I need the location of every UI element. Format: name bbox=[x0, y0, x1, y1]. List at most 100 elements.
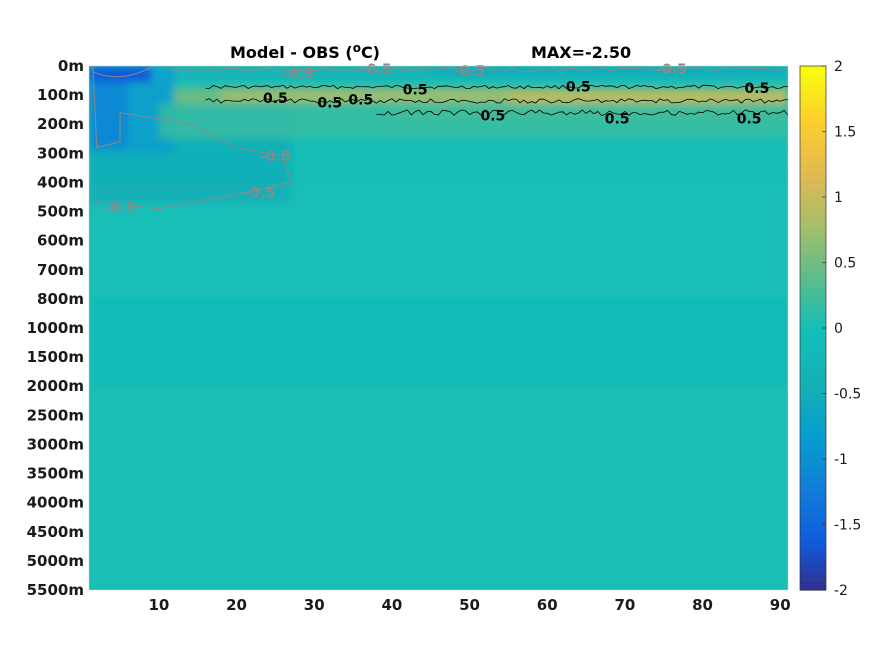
colorbar-segment bbox=[800, 336, 826, 345]
contour-label: 0.5 bbox=[480, 108, 505, 124]
colorbar-segment bbox=[800, 401, 826, 411]
chart-max-label: MAX=-2.50 bbox=[531, 43, 631, 62]
colorbar-segment bbox=[800, 123, 826, 133]
colorbar-segment bbox=[800, 98, 826, 108]
colorbar-segment bbox=[800, 549, 826, 558]
colorbar-segment bbox=[800, 188, 826, 198]
colorbar-segment bbox=[800, 483, 826, 493]
colorbar-segment bbox=[800, 278, 826, 288]
colorbar-segment bbox=[800, 237, 826, 247]
colorbar-segment bbox=[800, 197, 826, 206]
contour-label: 0.5 bbox=[348, 92, 373, 108]
colorbar-segment bbox=[800, 426, 826, 436]
contour-label: -0.5 bbox=[260, 149, 291, 165]
chart-title: Model - OBS (oC) bbox=[230, 41, 380, 62]
colorbar-segment bbox=[800, 254, 826, 264]
colorbar-segment bbox=[800, 90, 826, 100]
colorbar-segment bbox=[800, 172, 826, 182]
contour-label: 0.5 bbox=[263, 91, 288, 107]
y-tick-label: 500m bbox=[37, 203, 84, 221]
contour-label: 0.5 bbox=[403, 82, 428, 98]
y-tick-label: 100m bbox=[37, 86, 84, 104]
colorbar-segment bbox=[800, 147, 826, 157]
colorbar-tick-label: 1.5 bbox=[834, 125, 856, 141]
contour-label: 0.5 bbox=[605, 111, 630, 127]
colorbar-tick-label: 0 bbox=[834, 321, 843, 337]
x-tick-label: 20 bbox=[226, 596, 247, 614]
y-tick-label: 700m bbox=[37, 261, 84, 279]
y-tick-label: 5500m bbox=[27, 581, 84, 599]
colorbar-segment bbox=[800, 467, 826, 476]
y-tick-label: 400m bbox=[37, 173, 84, 191]
x-tick-label: 50 bbox=[459, 596, 480, 614]
y-tick-label: 600m bbox=[37, 232, 84, 250]
colorbar-segment bbox=[800, 131, 826, 141]
contour-label: -0.5 bbox=[283, 66, 314, 82]
colorbar-tick-label: -1.5 bbox=[834, 518, 861, 534]
colorbar-segment bbox=[800, 328, 826, 337]
colorbar-tick-label: 2 bbox=[834, 59, 843, 75]
y-tick-label: 300m bbox=[37, 144, 84, 162]
plot-area bbox=[89, 66, 788, 590]
colorbar-segment bbox=[800, 180, 826, 190]
colorbar-segment bbox=[800, 434, 826, 444]
colorbar-segment bbox=[800, 385, 826, 395]
colorbar-segment bbox=[800, 557, 826, 567]
colorbar-segment bbox=[800, 532, 826, 542]
colorbar-segment bbox=[800, 499, 826, 509]
colorbar-tick-label: -2 bbox=[834, 583, 848, 599]
y-tick-label: 2500m bbox=[27, 406, 84, 424]
y-tick-label: 1500m bbox=[27, 348, 84, 366]
colorbar-segment bbox=[800, 229, 826, 239]
colorbar-segment bbox=[800, 409, 826, 419]
colorbar-segment bbox=[800, 516, 826, 526]
colorbar-segment bbox=[800, 106, 826, 116]
y-tick-label: 3000m bbox=[27, 435, 84, 453]
contour-lines bbox=[92, 66, 788, 210]
colorbar-segment bbox=[800, 508, 826, 517]
colorbar-segment bbox=[800, 475, 826, 485]
colorbar-segment bbox=[800, 311, 826, 321]
colorbar-segment bbox=[800, 524, 826, 534]
colorbar-segment bbox=[800, 344, 826, 354]
colorbar-segment bbox=[800, 377, 826, 386]
colorbar-segment bbox=[800, 74, 826, 83]
y-tick-label: 0m bbox=[58, 57, 84, 75]
colorbar-tick-label: 1 bbox=[834, 190, 843, 206]
colorbar: 2 1.5 1 0.5 0 -0.5 -1 -1.5 -2 bbox=[799, 59, 861, 599]
colorbar-segment bbox=[800, 491, 826, 501]
colorbar-segment bbox=[800, 246, 826, 255]
contour-label: 0.5 bbox=[737, 111, 762, 127]
x-tick-label: 90 bbox=[770, 596, 791, 614]
y-tick-label: 4000m bbox=[27, 494, 84, 512]
colorbar-segment bbox=[800, 295, 826, 305]
colorbar-segment bbox=[800, 459, 826, 468]
x-tick-label: 40 bbox=[381, 596, 402, 614]
x-axis: 10 20 30 40 50 60 70 80 90 bbox=[148, 596, 790, 614]
colorbar-segment bbox=[800, 164, 826, 174]
x-tick-label: 70 bbox=[614, 596, 635, 614]
y-tick-label: 3500m bbox=[27, 465, 84, 483]
colorbar-segment bbox=[800, 565, 826, 575]
colorbar-segment bbox=[800, 352, 826, 362]
colorbar-tick-label: 0.5 bbox=[834, 256, 856, 272]
y-tick-label: 200m bbox=[37, 115, 84, 133]
colorbar-segment bbox=[800, 82, 826, 92]
contour-label: -0.5 bbox=[656, 62, 687, 78]
colorbar-segment bbox=[800, 573, 826, 583]
colorbar-segment bbox=[800, 360, 826, 370]
y-tick-label: 2000m bbox=[27, 377, 84, 395]
x-tick-label: 30 bbox=[304, 596, 325, 614]
colorbar-segment bbox=[800, 393, 826, 403]
y-tick-label: 800m bbox=[37, 290, 84, 308]
colorbar-tick-label: -0.5 bbox=[834, 387, 861, 403]
colorbar-segment bbox=[800, 450, 826, 460]
x-tick-label: 80 bbox=[692, 596, 713, 614]
colorbar-segment bbox=[800, 368, 826, 378]
colorbar-segment bbox=[800, 262, 826, 272]
colorbar-segment bbox=[800, 540, 826, 550]
y-tick-label: 5000m bbox=[27, 552, 84, 570]
colorbar-segment bbox=[800, 213, 826, 223]
colorbar-segment bbox=[800, 303, 826, 313]
